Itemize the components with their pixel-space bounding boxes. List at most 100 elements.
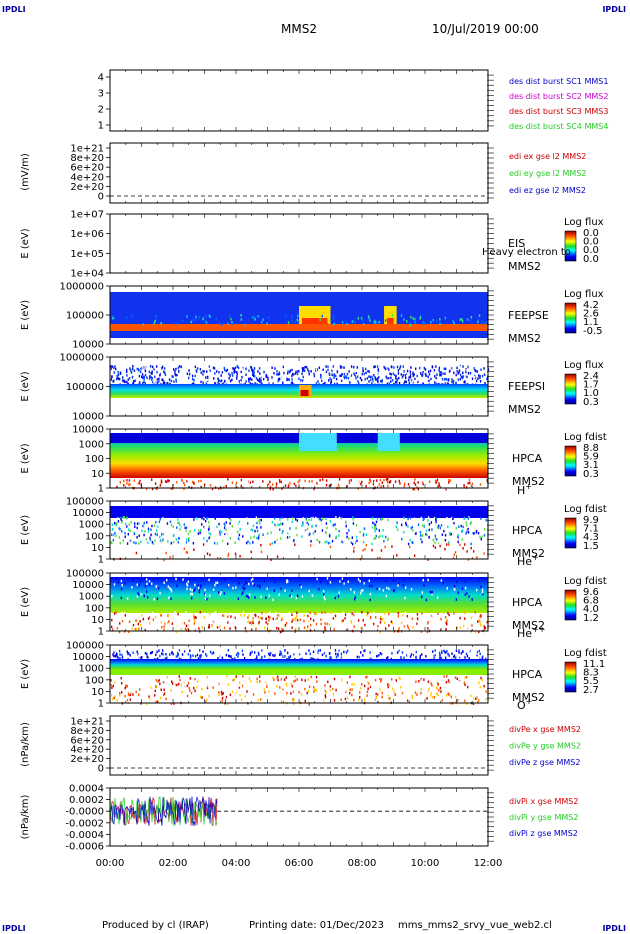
flux-pixel [156,625,158,628]
flux-pixel [390,620,393,623]
flux-pixel [154,319,156,323]
flux-pixel [340,530,343,534]
flux-pixel [314,688,316,692]
flux-pixel [442,581,444,585]
flux-pixel [149,614,152,618]
flux-pixel [358,655,360,659]
flux-pixel [229,693,232,697]
flux-pixel [217,377,219,381]
flux-pixel [129,653,131,657]
flux-pixel [301,367,304,370]
flux-pixel [352,373,355,377]
flux-pixel [402,365,404,368]
flux-pixel [343,652,346,656]
flux-pixel [460,652,463,655]
flux-pixel [379,630,382,634]
flux-pixel [154,482,157,485]
flux-pixel [465,486,468,489]
flux-pixel [353,597,356,601]
flux-pixel [357,578,360,581]
flux-pixel [183,487,185,491]
flux-pixel [284,484,287,487]
flux-pixel [167,540,169,543]
flux-pixel [251,650,253,654]
flux-pixel [482,592,484,596]
flux-pixel [198,589,201,592]
flux-pixel [397,615,400,618]
flux-pixel [458,525,460,528]
flux-pixel [202,526,204,530]
flux-pixel [339,651,341,654]
flux-pixel [301,372,303,375]
flux-pixel [487,659,490,662]
flux-pixel [313,487,315,491]
flux-pixel [325,483,328,487]
y-tick-label: 1000 [79,664,104,675]
flux-pixel [158,520,161,524]
flux-pixel [143,649,145,652]
flux-pixel [116,485,118,489]
y-tick-label: 10 [91,615,104,626]
flux-pixel [422,370,424,374]
flux-pixel [380,649,382,653]
flux-pixel [487,702,489,706]
y-axis-label: E (eV) [20,443,31,473]
flux-pixel [423,366,426,370]
flux-pixel [421,595,423,599]
flux-pixel [150,533,152,537]
flux-pixel [121,520,123,524]
flux-pixel [455,373,457,377]
flux-pixel [240,535,242,538]
flux-pixel [205,379,207,382]
flux-pixel [205,315,207,318]
flux-pixel [267,693,270,697]
flux-pixel [392,535,395,539]
flux-pixel [342,579,344,582]
flux-pixel [405,380,408,384]
flux-pixel [150,582,153,585]
flux-pixel [169,649,172,652]
flux-pixel [458,537,461,541]
flux-pixel [460,375,463,379]
flux-pixel [161,480,163,483]
flux-pixel [240,698,243,702]
flux-pixel [242,685,245,689]
flux-pixel [163,688,165,692]
flux-pixel [341,619,343,623]
flux-pixel [174,481,177,484]
flux-pixel [381,481,383,484]
y-tick-label: 10000 [72,425,104,436]
y-tick-label: 10 [91,469,104,480]
flux-pixel [317,542,319,545]
flux-pixel [355,535,358,539]
flux-pixel [200,654,202,657]
flux-pixel [470,378,472,381]
flux-pixel [124,522,127,526]
flux-pixel [329,581,332,584]
flux-pixel [240,314,242,317]
flux-pixel [412,487,414,491]
flux-pixel [269,486,272,489]
flux-pixel [305,518,307,521]
flux-pixel [242,675,244,678]
flux-pixel [238,686,241,690]
flux-pixel [353,622,355,625]
flux-pixel [241,618,243,621]
flux-pixel [252,524,255,528]
flux-pixel [455,480,457,483]
flux-pixel [319,378,321,381]
flux-pixel [148,377,151,380]
flux-pixel [269,616,271,619]
flux-pixel [312,373,314,376]
flux-pixel [223,626,226,630]
flux-pixel [285,577,288,581]
flux-pixel [151,377,153,380]
flux-pixel [464,535,467,538]
flux-pixel [206,378,209,382]
flux-pixel [389,696,391,700]
flux-pixel [153,651,156,654]
flux-pixel [156,378,159,381]
flux-pixel [451,378,453,381]
flux-pixel [177,518,179,521]
flux-pixel [144,382,146,385]
